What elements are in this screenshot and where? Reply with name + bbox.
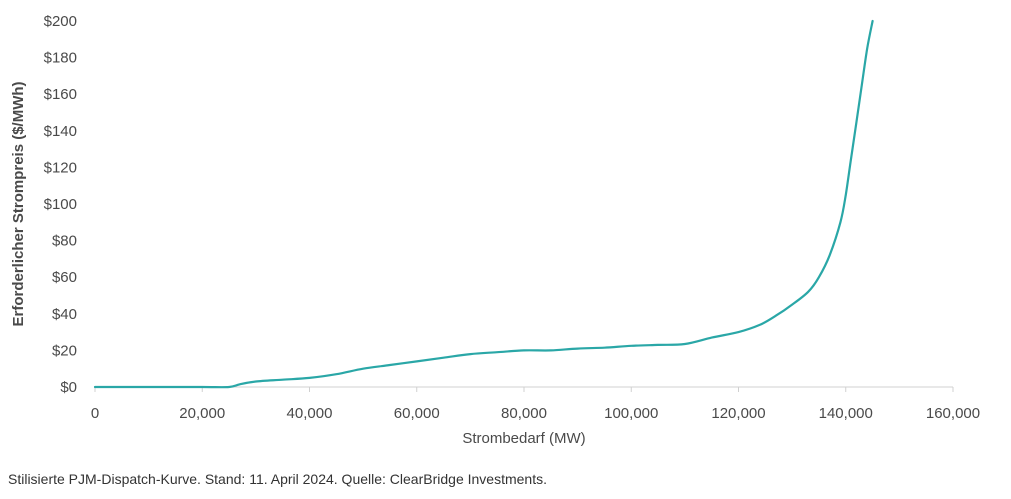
dispatch-curve-chart: $0 $20 $40 $60 $80 $100 $120 $140 $160 $180 $200 0… bbox=[10, 13, 980, 447]
x-tick-label: 40,000 bbox=[287, 405, 333, 422]
x-tick-label: 20,000 bbox=[179, 405, 225, 422]
x-tick-label: 80,000 bbox=[501, 405, 547, 422]
x-tick-label: 140,000 bbox=[819, 405, 873, 422]
y-tick-label: $80 bbox=[52, 233, 77, 250]
y-axis-ticks: $0 $20 $40 $60 $80 $100 $120 $140 $160 $180 $200 bbox=[44, 13, 77, 396]
y-tick-label: $140 bbox=[44, 123, 77, 140]
y-tick-label: $40 bbox=[52, 306, 77, 323]
y-tick-label: $100 bbox=[44, 196, 77, 213]
footnote: Stilisierte PJM-Dispatch-Kurve. Stand: 1… bbox=[8, 471, 547, 487]
y-tick-label: $160 bbox=[44, 86, 77, 103]
y-tick-label: $200 bbox=[44, 13, 77, 30]
x-tick-label: 0 bbox=[91, 405, 99, 422]
x-tick-label: 160,000 bbox=[926, 405, 980, 422]
x-tick-label: 120,000 bbox=[711, 405, 765, 422]
x-tick-label: 60,000 bbox=[394, 405, 440, 422]
y-axis-title: Erforderlicher Strompreis ($/MWh) bbox=[10, 81, 27, 326]
y-tick-label: $20 bbox=[52, 342, 77, 359]
x-tick-label: 100,000 bbox=[604, 405, 658, 422]
y-tick-label: $60 bbox=[52, 269, 77, 286]
x-axis-title: Strombedarf (MW) bbox=[462, 430, 585, 447]
y-tick-label: $120 bbox=[44, 159, 77, 176]
y-tick-label: $0 bbox=[60, 379, 77, 396]
y-tick-label: $180 bbox=[44, 50, 77, 67]
x-axis-ticks: 0 20,000 40,000 60,000 80,000 100,000 120,000 1… bbox=[91, 405, 980, 422]
series-line-dispatch-curve bbox=[93, 19, 874, 389]
